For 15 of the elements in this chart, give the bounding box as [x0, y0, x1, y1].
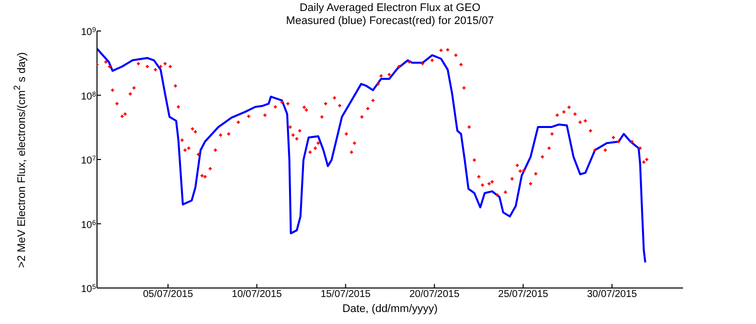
x-axis-title: Date, (dd/mm/yyyy) [341, 303, 439, 315]
y-tick-label: 10$^{8}$ [80, 90, 96, 102]
line-series [97, 48, 646, 264]
y-tick-label: 10$^{6}$ [80, 219, 96, 231]
y-tick-label: 10$^{9}$ [80, 26, 96, 38]
x-tick-label: 10/07/2015 [232, 289, 282, 300]
x-tick-label: 25/07/2015 [498, 289, 549, 300]
chart-title: Daily Averaged Electron Flux at GEO [298, 2, 482, 15]
y-tick-label: 10$^{7}$ [80, 155, 96, 166]
y-tick-label: 10$^{5}$ [80, 284, 96, 295]
x-tick-label: 05/07/2015 [143, 289, 194, 300]
x-tick-label: 30/07/2015 [586, 289, 638, 300]
chart-subtitle: Measured (blue) Forecast(red) for 2015/07 [285, 15, 495, 28]
x-tick-label: 20/07/2015 [409, 289, 460, 300]
x-tick-label: 15/07/2015 [320, 289, 372, 300]
